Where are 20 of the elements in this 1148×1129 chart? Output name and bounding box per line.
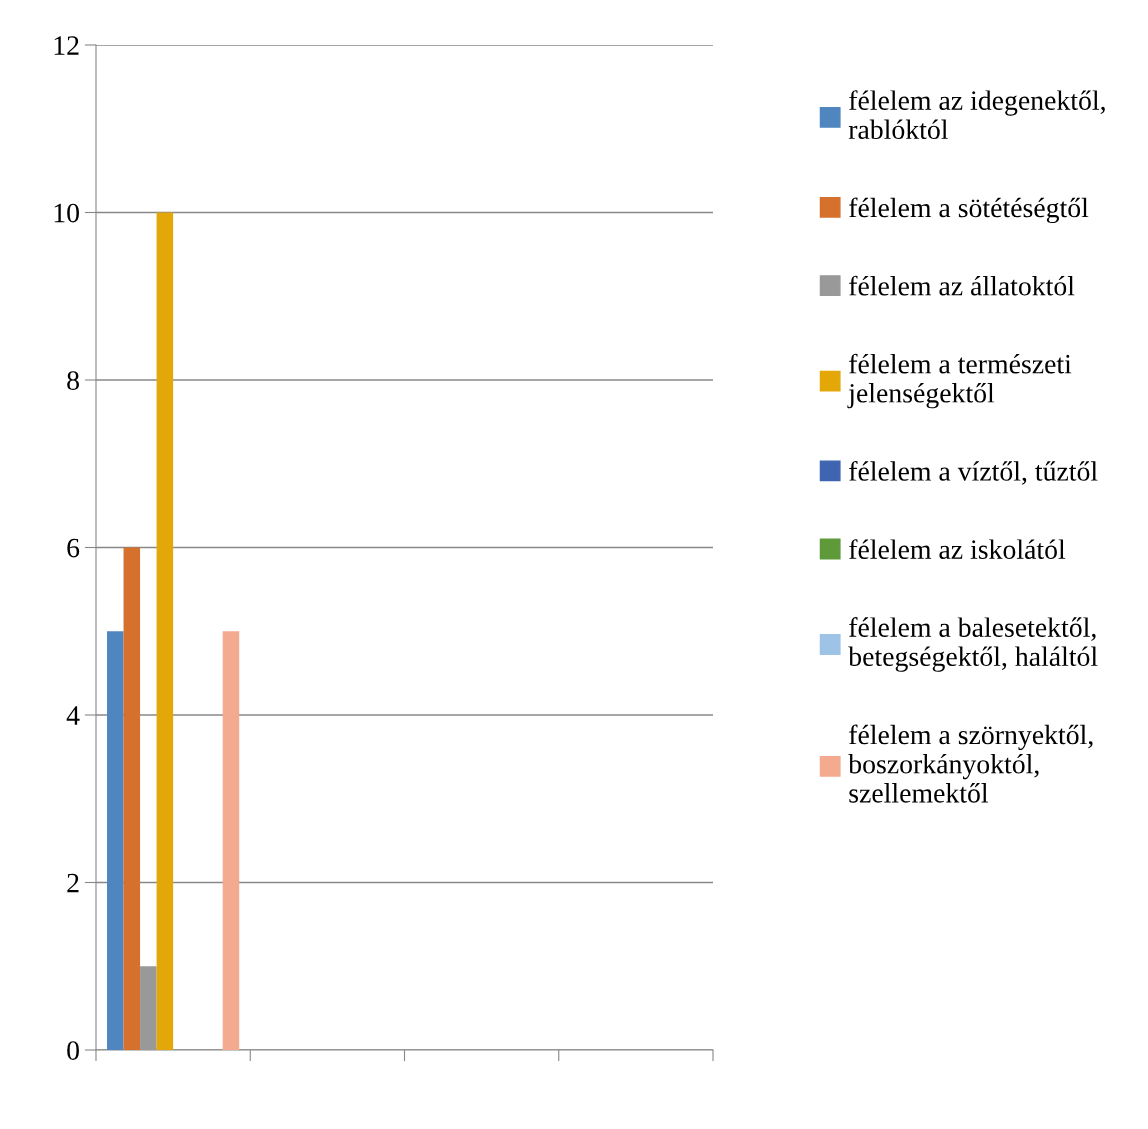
- legend-label: félelem a természeti jelenségektől: [847, 353, 1072, 409]
- y-tick-label: 8: [67, 371, 79, 390]
- y-tick-label: 6: [67, 538, 80, 558]
- y-tick-label: 10: [54, 203, 79, 223]
- y-tick-label: 12: [54, 36, 79, 55]
- legend-label: félelem az állatoktól: [849, 275, 1075, 296]
- bar: [222, 631, 240, 1050]
- legend-label: félelem a víztől, tűztől: [849, 461, 1098, 485]
- legend-label: félelem az idegenektől, rablóktól: [848, 90, 1105, 140]
- legend-label: félelem az iskolától: [849, 539, 1066, 559]
- y-tick-label: 4: [66, 706, 80, 725]
- bar: [156, 212, 174, 1050]
- legend-label: félelem a sötétéségtől: [849, 197, 1089, 224]
- y-tick-label: 0: [67, 1041, 79, 1060]
- bar: [140, 966, 157, 1050]
- legend-label: félelem a balesetektől, betegségektől, haláltól: [848, 617, 1098, 672]
- bar: [107, 631, 124, 1050]
- legend-label: félelem a szörnyektől, boszorkányoktól, szellemektől: [848, 724, 1093, 803]
- y-tick-label: 2: [67, 873, 79, 893]
- bar: [123, 547, 141, 1050]
